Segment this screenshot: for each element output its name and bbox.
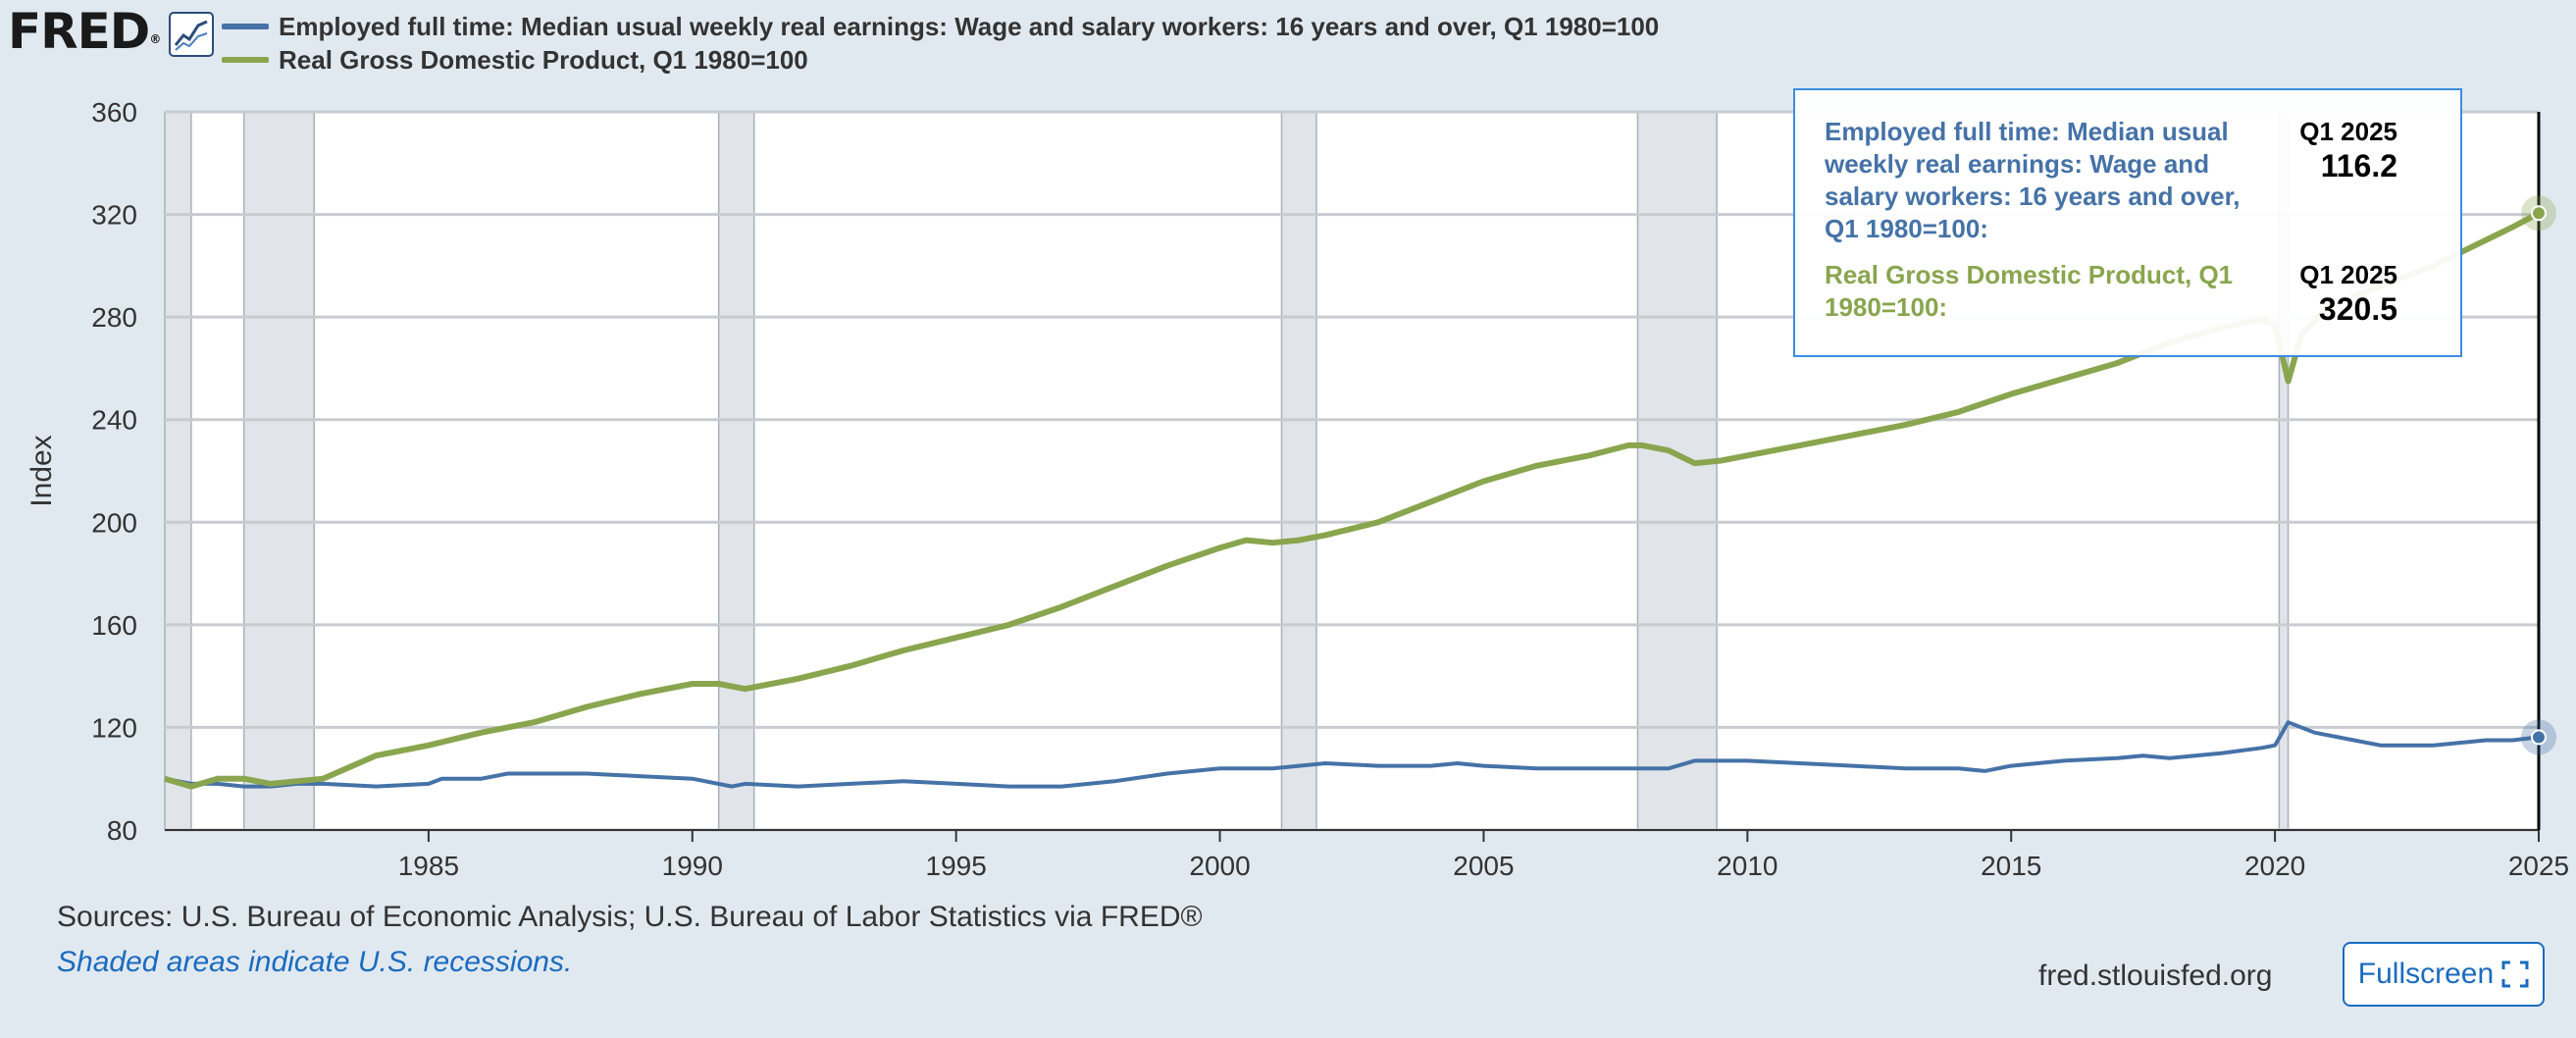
tooltip-series-name: Employed full time: Median usual weekly …	[1825, 117, 2241, 243]
tooltip-row-earnings: Employed full time: Median usual weekly …	[1825, 116, 2397, 245]
tooltip-value: 116.2	[2320, 148, 2397, 183]
x-tick-label: 2015	[1981, 851, 2041, 881]
y-tick-label: 160	[91, 610, 137, 641]
y-tick-label: 200	[91, 507, 137, 538]
fullscreen-button[interactable]: Fullscreen	[2343, 942, 2545, 1007]
recession-band	[718, 112, 754, 830]
sources-note: Sources: U.S. Bureau of Economic Analysi…	[57, 901, 1203, 933]
x-tick-label: 1995	[926, 851, 987, 881]
legend-label-earnings: Employed full time: Median usual weekly …	[279, 11, 1660, 41]
legend-item-earnings[interactable]: Employed full time: Median usual weekly …	[222, 10, 1659, 43]
tooltip-value: 320.5	[2318, 291, 2397, 327]
x-tick-label: 2020	[2244, 851, 2305, 881]
legend-item-gdp[interactable]: Real Gross Domestic Product, Q1 1980=100	[222, 43, 1659, 77]
fred-logo-text: FRED	[8, 3, 150, 60]
series-line-earnings[interactable]	[164, 720, 2540, 789]
hover-marker[interactable]	[2531, 205, 2547, 222]
chart-tooltip: Employed full time: Median usual weekly …	[1793, 88, 2462, 357]
y-tick-label: 240	[91, 405, 137, 436]
line-chart-icon	[169, 12, 214, 57]
legend-swatch-gdp	[222, 57, 269, 63]
y-tick-label: 80	[107, 815, 137, 846]
y-tick-label: 360	[91, 97, 137, 128]
legend-swatch-earnings	[222, 24, 269, 29]
legend-label-gdp: Real Gross Domestic Product, Q1 1980=100	[279, 44, 808, 75]
x-tick-label: 1990	[662, 851, 723, 881]
x-tick-label: 2005	[1453, 851, 1514, 881]
y-axis-label: Index	[26, 435, 58, 506]
registered-mark: ®	[149, 32, 162, 46]
recession-band	[243, 112, 315, 830]
hover-marker[interactable]	[2531, 729, 2547, 746]
tooltip-date: Q1 2025	[2299, 260, 2397, 289]
recession-band	[165, 112, 191, 830]
tooltip-series-name: Real Gross Domestic Product, Q1 1980=100…	[1825, 260, 2234, 322]
chart-legend: Employed full time: Median usual weekly …	[222, 10, 1659, 77]
site-url: fred.stlouisfed.org	[2038, 960, 2273, 992]
x-tick-label: 2025	[2508, 851, 2569, 881]
recession-band	[2279, 112, 2289, 830]
recession-band	[1281, 112, 1316, 830]
x-tick-label: 2000	[1189, 851, 1250, 881]
y-tick-label: 280	[91, 302, 137, 333]
fullscreen-label: Fullscreen	[2357, 958, 2495, 990]
tooltip-date: Q1 2025	[2299, 117, 2397, 146]
tooltip-row-gdp: Real Gross Domestic Product, Q1 1980=100…	[1825, 259, 2397, 327]
fullscreen-icon	[2501, 960, 2529, 988]
x-tick-label: 2010	[1717, 851, 1777, 881]
y-tick-label: 120	[91, 712, 137, 743]
y-tick-label: 320	[91, 200, 137, 231]
recession-note: Shaded areas indicate U.S. recessions.	[57, 946, 573, 978]
x-tick-label: 1985	[398, 851, 459, 881]
fred-logo[interactable]: FRED®	[8, 6, 161, 57]
recession-band	[1637, 112, 1718, 830]
